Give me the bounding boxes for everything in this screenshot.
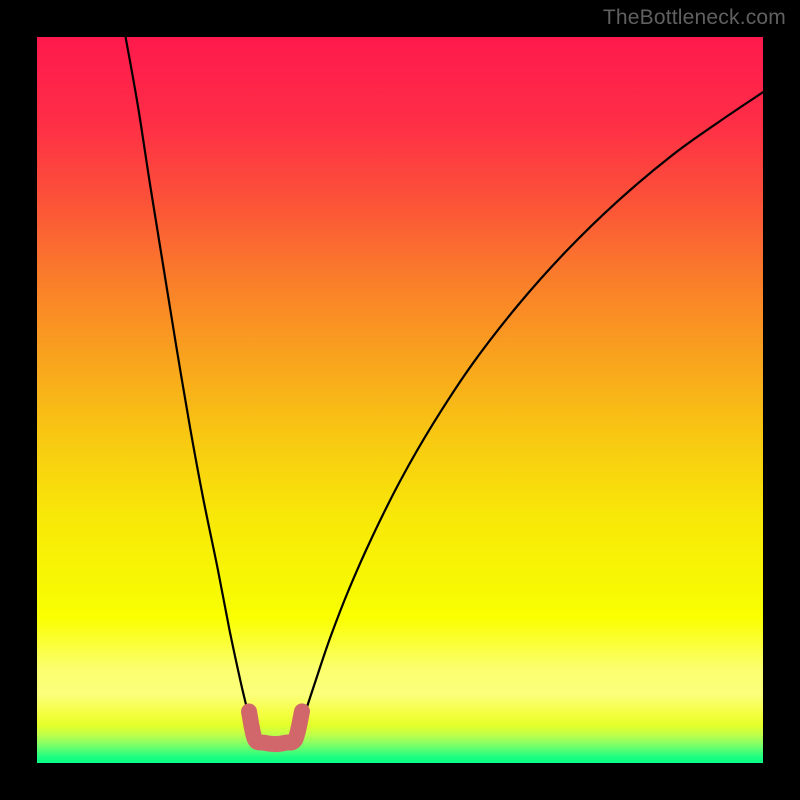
gradient-panel bbox=[37, 37, 763, 763]
stage: TheBottleneck.com bbox=[0, 0, 800, 800]
bottleneck-plot bbox=[0, 0, 800, 800]
watermark-label: TheBottleneck.com bbox=[603, 6, 786, 30]
